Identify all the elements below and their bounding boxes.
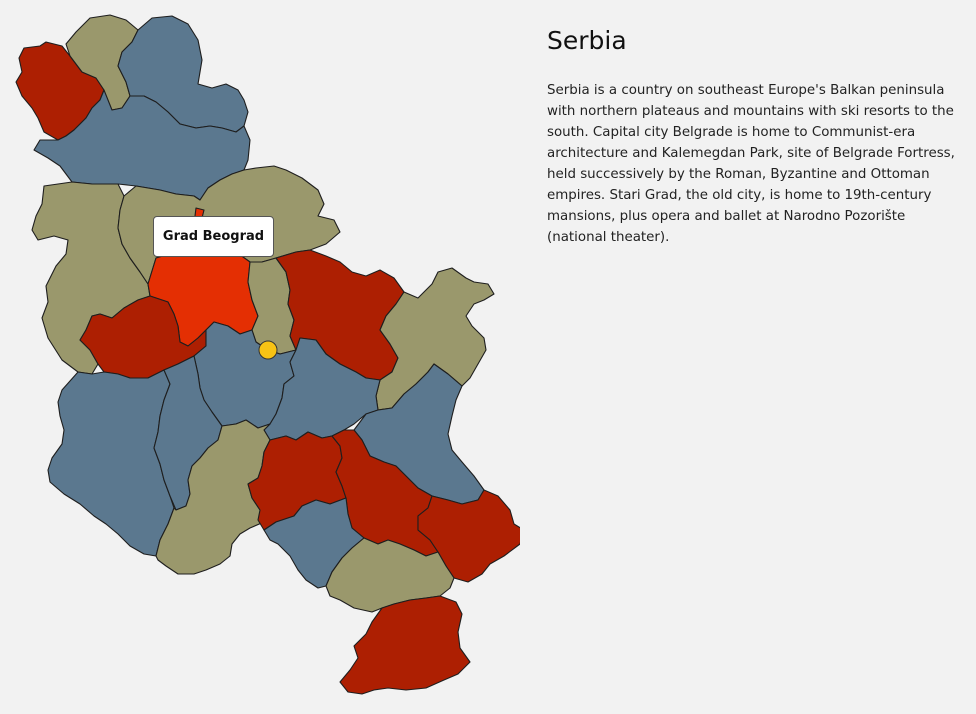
country-title: Serbia: [547, 26, 627, 55]
region-e-khaki[interactable]: [375, 267, 495, 411]
serbia-map: [15, 14, 520, 695]
country-description: Serbia is a country on southeast Europe'…: [547, 83, 955, 245]
info-panel: Serbia Serbia is a country on southeast …: [547, 24, 967, 248]
region-s-khaki-lower[interactable]: [325, 537, 455, 613]
region-tooltip: Grad Beograd: [153, 216, 274, 257]
region-sw-blue[interactable]: [47, 369, 175, 557]
location-marker-icon[interactable]: [258, 340, 278, 360]
region-s-red-bottom[interactable]: [339, 595, 471, 695]
